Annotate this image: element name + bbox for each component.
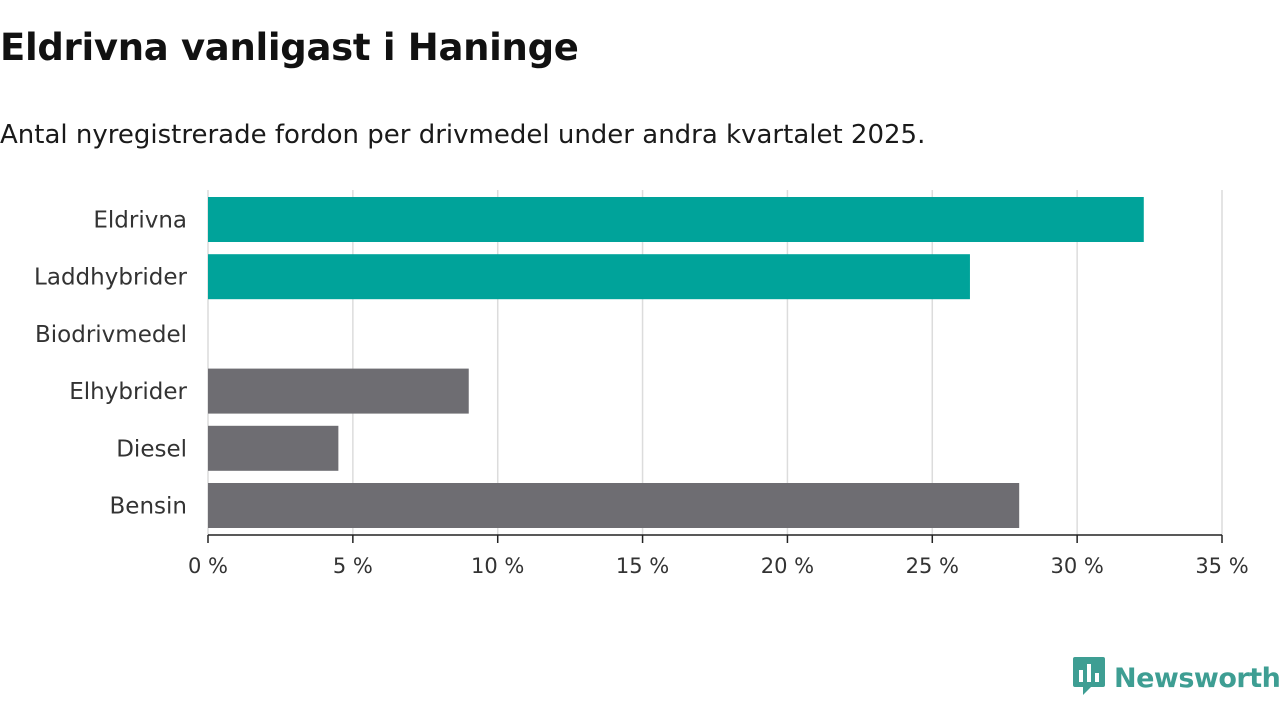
x-tick-label: 15 %: [616, 554, 669, 578]
category-label: Elhybrider: [69, 379, 187, 405]
bar-eldrivna: [208, 197, 1144, 242]
chart-title: Eldrivna vanligast i Haninge: [0, 26, 579, 69]
x-tick-label: 0 %: [188, 554, 228, 578]
category-label: Biodrivmedel: [35, 322, 187, 348]
x-tick-label: 10 %: [471, 554, 524, 578]
newsworthy-logo: Newsworthy: [1072, 656, 1280, 700]
x-axis-ticks: 0 % 5 % 10 % 15 % 20 % 25 % 30 % 35 %: [188, 535, 1249, 578]
x-tick-label: 5 %: [333, 554, 373, 578]
bar-elhybrider: [208, 368, 469, 414]
category-label: Diesel: [116, 436, 187, 462]
category-label: Laddhybrider: [34, 265, 187, 291]
x-tick-label: 20 %: [761, 554, 814, 578]
bar-laddhybrider: [208, 254, 970, 300]
bar-bensin: [208, 483, 1020, 528]
x-tick-label: 30 %: [1050, 554, 1103, 578]
chart-subtitle: Antal nyregistrerade fordon per drivmede…: [0, 120, 926, 150]
bar-diesel: [208, 425, 339, 471]
bars: [208, 197, 1144, 528]
bar-chart-speech-bubble-icon: [1072, 656, 1106, 700]
category-labels: Eldrivna Laddhybrider Biodrivmedel Elhybrid…: [34, 208, 187, 520]
brand-name: Newsworthy: [1114, 662, 1280, 694]
bar-chart: Eldrivna Laddhybrider Biodrivmedel Elhybrid…: [34, 190, 1249, 578]
category-label: Eldrivna: [93, 208, 187, 234]
x-tick-label: 25 %: [906, 554, 959, 578]
category-label: Bensin: [110, 494, 187, 520]
x-tick-label: 35 %: [1195, 554, 1248, 578]
grid-lines: [207, 190, 1223, 535]
